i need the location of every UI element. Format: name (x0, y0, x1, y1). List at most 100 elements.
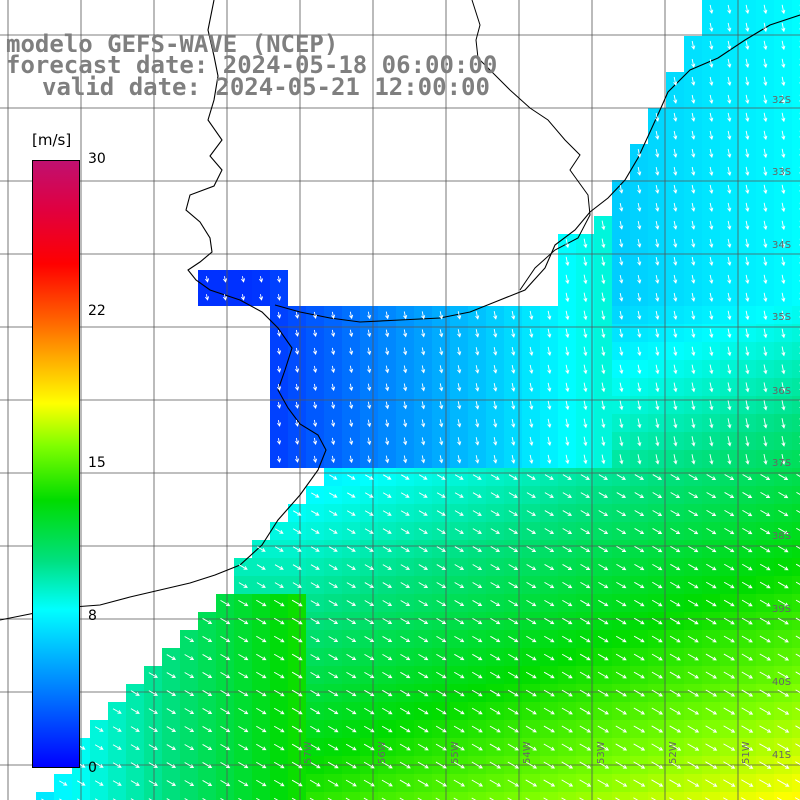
direction-arrow (256, 689, 267, 697)
direction-arrow (381, 743, 393, 751)
direction-arrow (673, 274, 678, 284)
direction-arrow (364, 546, 374, 552)
direction-arrow (709, 436, 714, 447)
direction-arrow (709, 184, 714, 194)
direction-arrow (709, 292, 714, 302)
direction-arrow (669, 761, 682, 769)
direction-arrow (490, 582, 501, 589)
direction-arrow (529, 328, 534, 338)
direction-arrow (673, 76, 678, 86)
direction-arrow (763, 148, 768, 159)
direction-arrow (727, 40, 732, 51)
direction-arrow (273, 743, 285, 751)
direction-arrow (709, 418, 714, 429)
direction-arrow (655, 274, 660, 284)
direction-arrow (328, 654, 339, 661)
direction-arrow (508, 600, 519, 607)
direction-arrow (454, 474, 464, 480)
direction-arrow (579, 725, 591, 733)
direction-arrow (489, 779, 502, 787)
direction-arrow (615, 707, 627, 715)
direction-arrow (745, 310, 750, 321)
direction-arrow (471, 725, 483, 733)
direction-arrow (310, 600, 320, 606)
direction-arrow (619, 400, 624, 411)
direction-arrow (655, 256, 660, 266)
direction-arrow (349, 401, 354, 410)
direction-arrow (544, 582, 555, 589)
direction-arrow (745, 364, 750, 375)
direction-arrow (691, 166, 696, 176)
direction-arrow (493, 419, 498, 428)
direction-arrow (328, 528, 338, 534)
direction-arrow (329, 492, 338, 498)
direction-arrow (471, 689, 483, 697)
direction-arrow (436, 546, 446, 552)
direction-arrow (529, 346, 534, 356)
direction-arrow (691, 292, 696, 302)
direction-arrow (489, 707, 501, 715)
direction-arrow (687, 797, 693, 800)
direction-arrow (346, 528, 356, 534)
direction-arrow (673, 148, 678, 158)
wave-cell (198, 792, 216, 800)
direction-arrow (544, 617, 555, 625)
wave-cell (792, 576, 800, 594)
direction-arrow (741, 671, 754, 679)
direction-arrow (633, 689, 645, 697)
direction-arrow (763, 328, 768, 339)
direction-arrow (310, 582, 320, 588)
direction-arrow (547, 382, 552, 393)
direction-arrow (741, 635, 753, 643)
direction-arrow (561, 797, 567, 800)
direction-arrow (346, 546, 356, 552)
direction-arrow (363, 797, 369, 800)
direction-arrow (543, 689, 555, 697)
direction-arrow (454, 635, 465, 643)
direction-arrow (363, 761, 375, 769)
direction-arrow (472, 546, 483, 552)
direction-arrow (511, 310, 516, 320)
direction-arrow (238, 725, 249, 733)
direction-arrow (637, 274, 642, 284)
direction-arrow (417, 797, 423, 800)
direction-arrow (364, 582, 375, 588)
wave-cell (792, 270, 800, 288)
direction-arrow (328, 636, 339, 642)
lon-label: 51W (741, 741, 752, 764)
wave-cell (792, 342, 800, 360)
direction-arrow (526, 510, 536, 516)
direction-arrow (637, 148, 642, 158)
direction-arrow (724, 545, 735, 553)
direction-arrow (583, 310, 588, 321)
direction-arrow (742, 474, 753, 480)
direction-arrow (745, 436, 750, 447)
direction-arrow (295, 419, 300, 427)
direction-arrow (507, 743, 519, 751)
direction-arrow (273, 653, 285, 661)
direction-arrow (507, 689, 519, 697)
direction-arrow (166, 780, 177, 786)
direction-arrow (346, 492, 356, 498)
direction-arrow (655, 328, 660, 339)
direction-arrow (418, 564, 429, 570)
direction-arrow (705, 635, 717, 643)
direction-arrow (742, 527, 753, 535)
direction-arrow (453, 725, 465, 733)
direction-arrow (670, 563, 681, 571)
direction-arrow (276, 294, 282, 301)
direction-arrow (59, 780, 68, 786)
direction-arrow (597, 671, 609, 679)
direction-arrow (475, 329, 480, 338)
direction-arrow (709, 130, 714, 140)
direction-arrow (310, 689, 321, 697)
direction-arrow (723, 653, 735, 661)
direction-arrow (382, 707, 393, 715)
direction-arrow (328, 600, 339, 606)
title-valid-date: valid date: 2024-05-21 12:00:00 (42, 73, 490, 101)
direction-arrow (508, 564, 519, 570)
direction-arrow (507, 779, 520, 787)
direction-arrow (310, 528, 320, 534)
direction-arrow (597, 797, 603, 800)
direction-arrow (276, 276, 282, 283)
